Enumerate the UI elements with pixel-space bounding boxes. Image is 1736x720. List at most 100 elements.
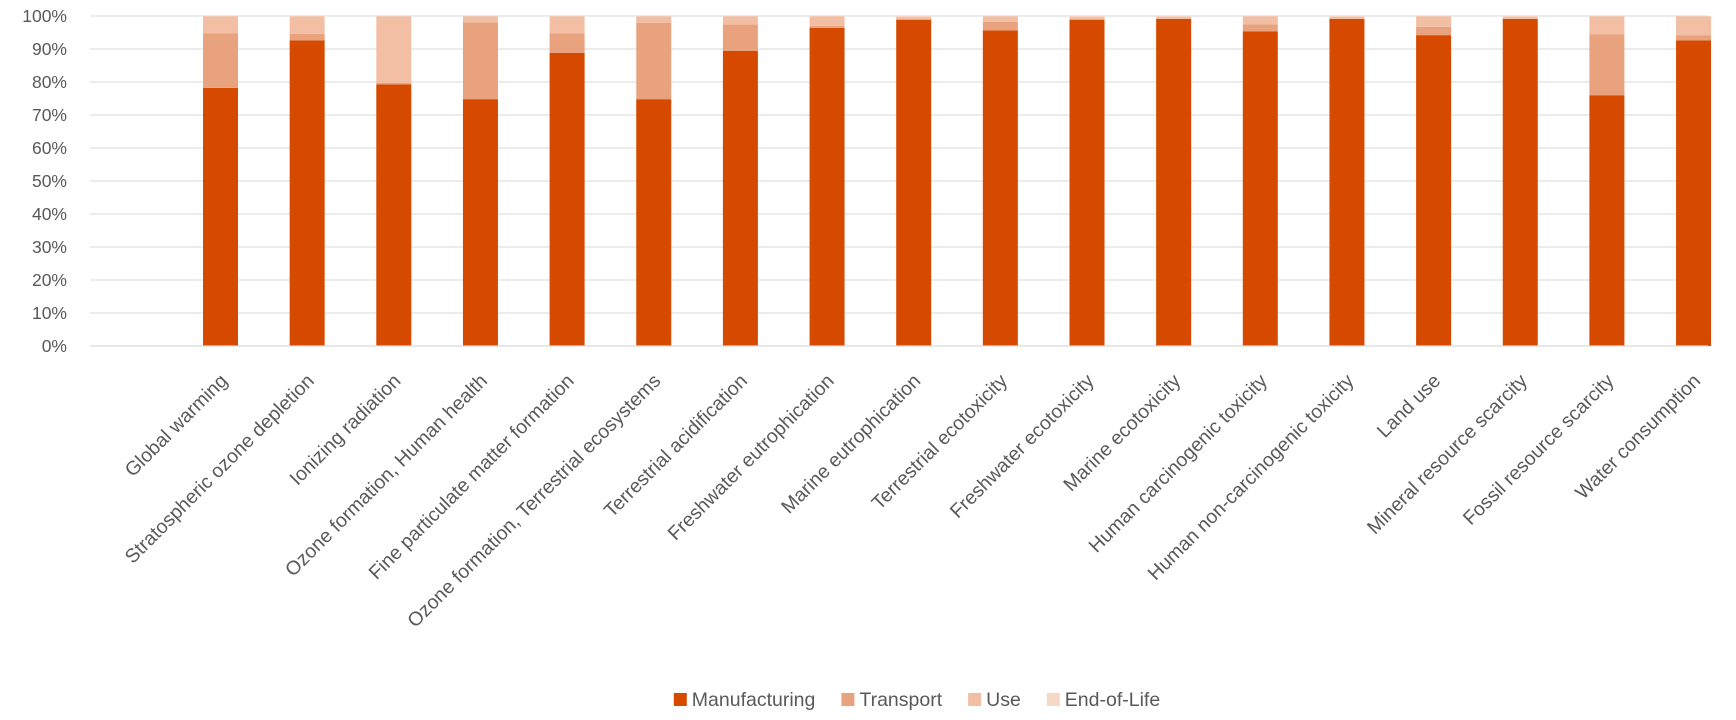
bar-segment-use (1502, 16, 1538, 19)
bar-segment-use (1329, 16, 1365, 19)
bar-segment-transport (809, 25, 845, 28)
bar-segment-transport (289, 33, 325, 41)
category-label: Fossil resource scarcity (1459, 370, 1619, 530)
y-tick-label: 60% (32, 138, 67, 158)
bar-stack (549, 16, 585, 347)
category-label: Freshwater ecotoxicity (946, 370, 1099, 523)
bar-stack (982, 16, 1018, 347)
bar-segment-manufacturing (462, 99, 498, 346)
bar-segment-manufacturing (1242, 31, 1278, 346)
bar-segment-use (809, 16, 845, 26)
category-label: Human carcinogenic toxicity (1085, 370, 1272, 557)
legend-label: End-of-Life (1065, 689, 1160, 711)
bar-segment-manufacturing (1502, 18, 1538, 346)
bar-segment-end-of-life (1069, 16, 1105, 17)
legend-label: Transport (859, 689, 942, 711)
bar-segment-manufacturing (1329, 18, 1365, 346)
bar-stack (1242, 16, 1278, 346)
bar-segment-transport (203, 33, 238, 88)
bar-stack (289, 16, 325, 347)
bar-stack (896, 16, 932, 346)
bar-segment-manufacturing (1589, 95, 1625, 346)
bar-segment-manufacturing (636, 99, 672, 346)
bar-stack (1676, 16, 1712, 347)
bar-segment-transport (376, 82, 412, 85)
category-label: Land use (1373, 370, 1445, 442)
bar-segment-use (289, 16, 325, 34)
bar-stack (1589, 16, 1625, 346)
y-tick-label: 70% (32, 105, 67, 125)
y-tick-label: 10% (32, 303, 67, 323)
y-tick-label: 0% (42, 336, 67, 356)
legend: Manufacturing Transport Use End-of-Life (673, 689, 1160, 711)
bar-segment-manufacturing (896, 19, 932, 346)
legend-item: Transport (841, 689, 943, 711)
y-tick-label: 100% (22, 6, 67, 26)
bar-segment-manufacturing (1416, 35, 1452, 346)
bar-stack (1502, 16, 1538, 346)
legend-label: Manufacturing (692, 689, 816, 711)
y-tick-label: 40% (32, 204, 67, 224)
bar-segment-transport (1676, 35, 1712, 41)
bar-stack (636, 16, 672, 346)
bar-segment-end-of-life (1329, 16, 1365, 17)
y-tick-label: 30% (32, 237, 67, 257)
legend-swatch (841, 693, 855, 706)
bar-stack (376, 16, 412, 346)
legend-item: Use (968, 689, 1021, 711)
bar-stack (203, 16, 238, 346)
bar-segment-use (203, 16, 238, 34)
bar-segment-end-of-life (1502, 16, 1538, 17)
bar-segment-manufacturing (203, 87, 238, 346)
legend-swatch (673, 693, 687, 706)
bar-segment-transport (982, 21, 1018, 31)
y-tick-label: 90% (32, 39, 67, 59)
bar-segment-transport (1416, 26, 1452, 36)
legend-item: Manufacturing (673, 689, 816, 711)
bar-segment-transport (636, 22, 672, 100)
bar-segment-manufacturing (1156, 18, 1192, 346)
bar-stack (1329, 16, 1365, 346)
bar-segment-use (896, 16, 932, 20)
bar-segment-manufacturing (1069, 19, 1105, 346)
bar-segment-transport (462, 22, 498, 100)
bar-segment-use (1242, 16, 1278, 25)
bar-segment-transport (1242, 24, 1278, 32)
bar-stack (1069, 16, 1105, 346)
bar-segment-use (982, 16, 1018, 22)
bar-segment-use (636, 16, 672, 23)
legend-label: Use (986, 689, 1021, 711)
bar-stack (462, 16, 498, 346)
bar-segment-manufacturing (1676, 40, 1712, 347)
y-axis-tick-labels: 0% 10% 20% 30% 40% 50% 60% 70% 80% 90% 100% (22, 6, 67, 356)
bar-segment-use (462, 16, 498, 23)
bar-segment-use (549, 16, 585, 34)
bar-segment-end-of-life (1156, 16, 1192, 17)
bar-segment-use (1156, 16, 1192, 19)
bar-segment-manufacturing (549, 52, 585, 347)
bar-segment-use (722, 16, 758, 25)
bar-segment-manufacturing (289, 40, 325, 347)
bars (203, 16, 1712, 347)
category-label: Stratospheric ozone depletion (121, 370, 319, 568)
bar-stack (722, 16, 758, 346)
bar-segment-use (1676, 16, 1712, 36)
category-label: Marine eutrophication (777, 370, 925, 518)
category-label: Freshwater eutrophication (664, 370, 839, 545)
bar-segment-use (1069, 16, 1105, 20)
bar-segment-use (376, 16, 412, 83)
bar-stack (1416, 16, 1452, 346)
category-label: Mineral resource scarcity (1363, 370, 1532, 539)
bar-segment-end-of-life (896, 16, 932, 17)
category-label: Terrestrial acidification (600, 370, 752, 522)
bar-segment-transport (722, 24, 758, 51)
y-tick-label: 80% (32, 72, 67, 92)
bar-segment-manufacturing (376, 84, 412, 346)
y-tick-label: 20% (32, 270, 67, 290)
bar-stack (1156, 16, 1192, 346)
bar-segment-transport (549, 33, 585, 53)
bar-segment-manufacturing (809, 27, 845, 346)
